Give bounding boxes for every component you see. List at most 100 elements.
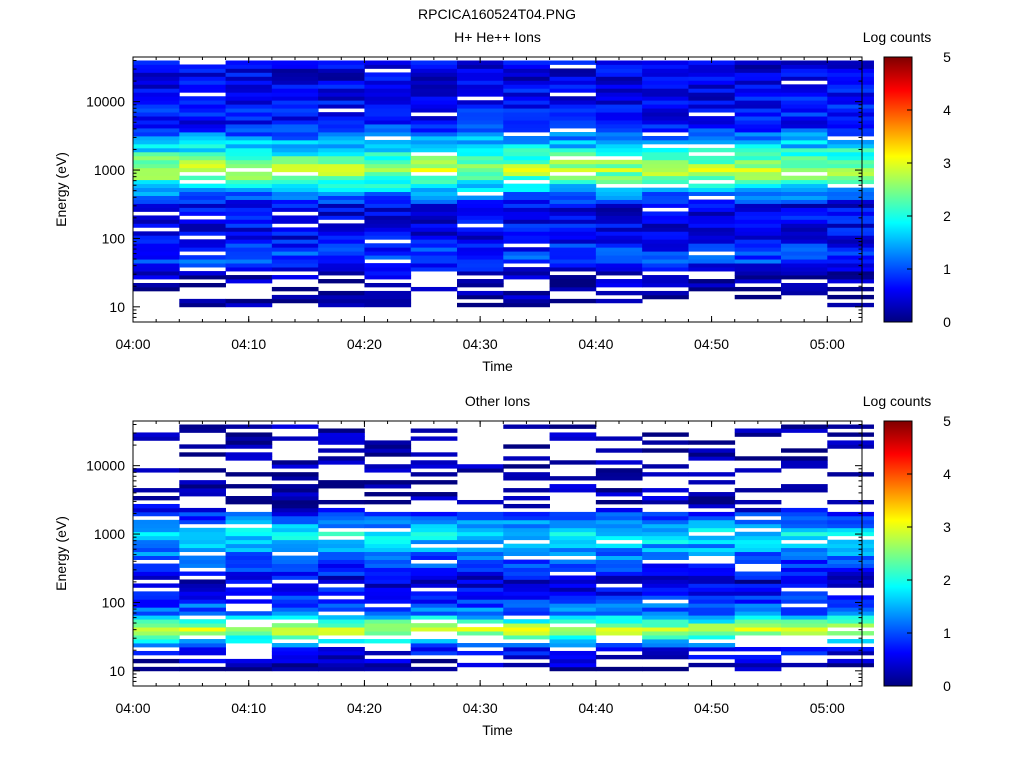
heatmap-cell (503, 84, 550, 89)
heatmap-cell (410, 643, 458, 648)
heatmap-cell (642, 575, 689, 580)
heatmap-cell (595, 76, 643, 81)
heatmap-cell (549, 515, 597, 521)
heatmap-cell (364, 132, 412, 137)
heatmap-cell (734, 286, 782, 292)
heatmap-cell (595, 215, 643, 220)
heatmap-cell (595, 646, 643, 652)
heatmap-cell (133, 571, 180, 576)
heatmap-cell (503, 167, 550, 173)
heatmap-cell (271, 68, 319, 73)
heatmap-cell (827, 571, 874, 576)
heatmap-cell (734, 267, 782, 272)
heatmap-cell (364, 539, 412, 545)
heatmap-cell (827, 207, 874, 212)
heatmap-cell (318, 519, 365, 525)
heatmap-cell (133, 143, 180, 149)
heatmap-cell (549, 179, 597, 185)
heatmap-cell (503, 191, 550, 196)
heatmap-cell (133, 563, 180, 568)
heatmap-cell (503, 139, 550, 145)
heatmap-cell (179, 519, 226, 525)
heatmap-cell (318, 571, 365, 576)
heatmap-cell (318, 207, 365, 212)
heatmap-cell (827, 444, 874, 449)
heatmap-cell (642, 639, 689, 644)
heatmap-cell (642, 124, 689, 129)
heatmap-cell (364, 294, 412, 300)
heatmap-cell (179, 147, 226, 153)
heatmap-cell (734, 139, 782, 145)
heatmap-cell (410, 108, 458, 113)
heatmap-cell (503, 571, 550, 576)
heatmap-cell (549, 631, 597, 636)
heatmap-cell (549, 575, 597, 580)
heatmap-cell (457, 599, 504, 604)
heatmap-cell (503, 235, 550, 240)
heatmap-cell (364, 120, 412, 125)
heatmap-cell (781, 60, 828, 65)
heatmap-cell (457, 139, 504, 145)
heatmap-cell (781, 646, 828, 652)
heatmap-cell (133, 239, 180, 244)
heatmap-cell (179, 247, 226, 252)
heatmap-cell (549, 191, 597, 196)
heatmap-cell (827, 72, 874, 77)
heatmap-cell (318, 531, 365, 537)
heatmap-cell (688, 84, 736, 89)
heatmap-cell (271, 251, 319, 256)
heatmap-cell (457, 619, 504, 624)
x-tick-label: 04:10 (231, 336, 266, 352)
heatmap-cell (410, 571, 458, 576)
heatmap-cell (503, 143, 550, 149)
heatmap-cell (642, 175, 689, 181)
heatmap-cell (225, 104, 273, 109)
heatmap-cell (410, 243, 458, 248)
heatmap-cell (595, 255, 643, 260)
heatmap-cell (734, 279, 782, 284)
heatmap-cell (364, 519, 412, 525)
heatmap-cell (318, 507, 365, 513)
heatmap-cell (734, 247, 782, 252)
heatmap-cell (503, 251, 550, 256)
heatmap-cell (179, 143, 226, 149)
heatmap-cell (549, 643, 597, 648)
heatmap-cell (595, 282, 643, 288)
heatmap-cell (271, 247, 319, 252)
heatmap-cell (318, 539, 365, 545)
heatmap-cell (781, 456, 828, 461)
heatmap-cell (179, 100, 226, 105)
heatmap-cell (781, 559, 828, 564)
heatmap-cell (642, 179, 689, 185)
heatmap-cell (133, 650, 180, 656)
heatmap-cell (410, 116, 458, 121)
heatmap-cell (410, 223, 458, 228)
heatmap-cell (781, 563, 828, 568)
heatmap-cell (549, 567, 597, 572)
heatmap-cell (688, 591, 736, 596)
heatmap-cell (827, 646, 874, 652)
heatmap-cell (457, 271, 504, 276)
heatmap-cell (133, 639, 180, 644)
heatmap-cell (503, 151, 550, 157)
heatmap-cell (642, 112, 689, 117)
heatmap-cell (225, 207, 273, 212)
heatmap-cell (549, 298, 597, 304)
x-tick-label: 04:40 (578, 700, 613, 716)
heatmap-cell (503, 183, 550, 189)
heatmap-cell (688, 92, 736, 97)
heatmap-cell (179, 571, 226, 576)
heatmap-cell (827, 151, 874, 157)
heatmap-cell (271, 484, 319, 489)
heatmap-cell (225, 571, 273, 576)
heatmap-cell (827, 88, 874, 93)
heatmap-cell (642, 147, 689, 153)
heatmap-cell (781, 247, 828, 252)
heatmap-cell (271, 207, 319, 212)
heatmap-cell (734, 227, 782, 232)
heatmap-cell (503, 195, 550, 200)
heatmap-cell (781, 650, 828, 656)
heatmap-cell (364, 247, 412, 252)
heatmap-cell (642, 199, 689, 204)
heatmap-cell (225, 658, 273, 664)
